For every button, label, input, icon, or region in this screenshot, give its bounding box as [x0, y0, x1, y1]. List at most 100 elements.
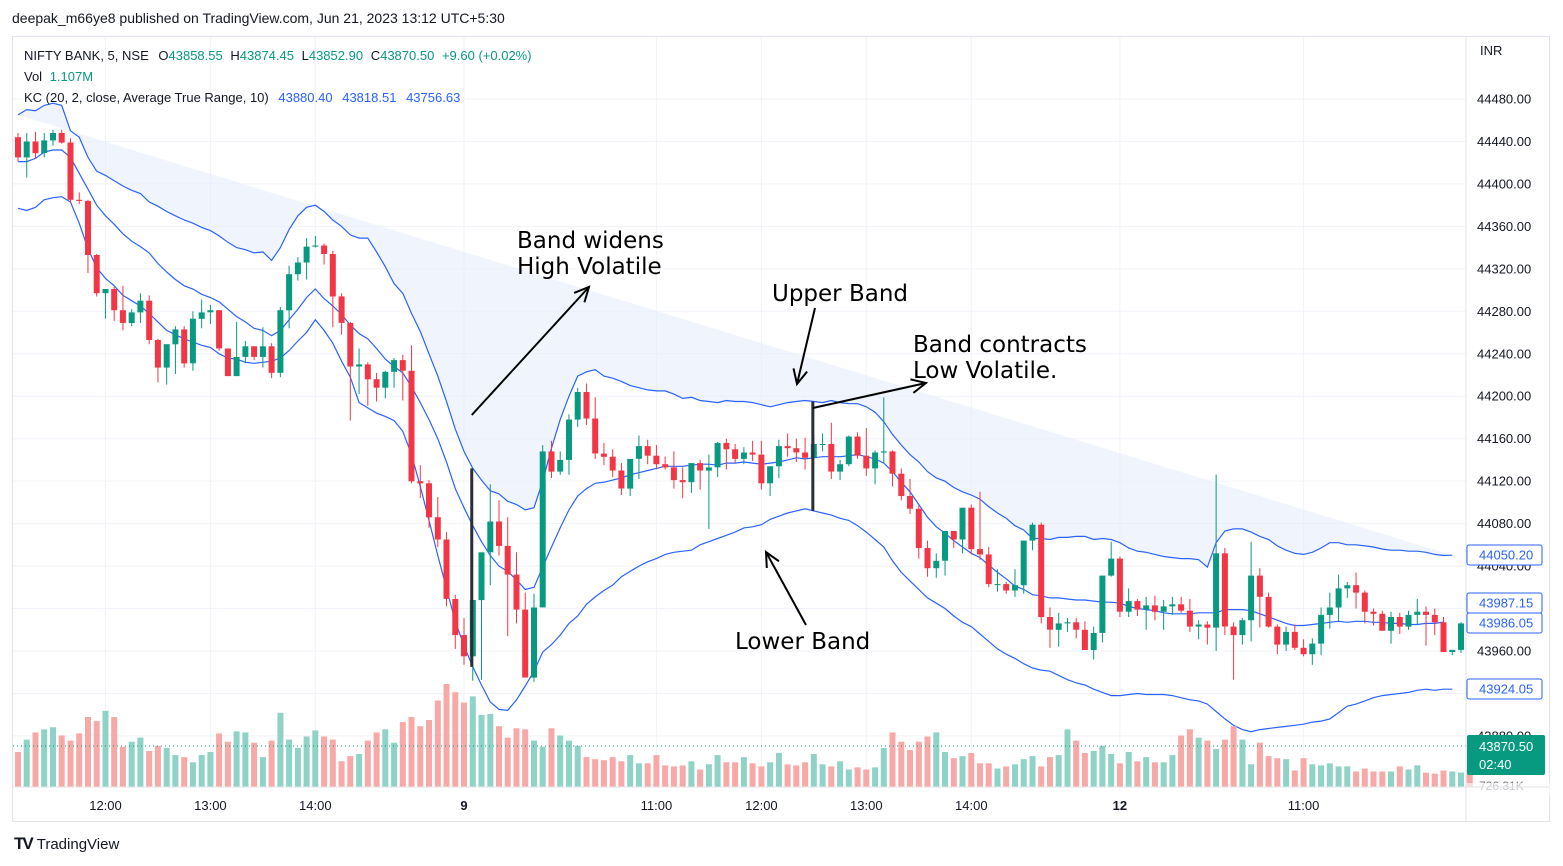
candle-body — [1090, 633, 1097, 650]
candle-body — [1388, 617, 1394, 631]
volume-bar — [1414, 765, 1421, 787]
volume-bar — [251, 742, 258, 787]
candle — [286, 265, 293, 329]
volume-bar — [434, 700, 441, 787]
volume-bar — [102, 710, 109, 787]
candle-body — [1396, 617, 1403, 627]
candle — [496, 500, 502, 556]
candle-body — [994, 584, 1001, 586]
volume-bar — [452, 692, 459, 787]
x-tick-label: 11:00 — [1288, 798, 1320, 813]
candle — [1029, 522, 1036, 551]
candle — [618, 463, 625, 495]
volume-bar — [653, 755, 660, 787]
volume-bar — [1344, 766, 1351, 787]
volume-bar — [959, 756, 966, 787]
last-price-text: 43870.50 — [1479, 739, 1533, 754]
candle — [1265, 592, 1272, 628]
candle-body — [50, 133, 56, 141]
volume-bar — [364, 740, 371, 787]
volume-bar — [1169, 755, 1176, 787]
volume-bar — [41, 729, 48, 787]
candle — [1431, 608, 1438, 636]
candle-body — [32, 141, 39, 154]
volume-bar — [1195, 737, 1202, 787]
candle — [1309, 638, 1316, 665]
candle-body — [207, 310, 214, 313]
volume-bar — [85, 717, 91, 787]
candle-body — [1151, 605, 1158, 612]
candle-body — [854, 436, 861, 456]
candle-body — [1239, 620, 1246, 636]
candle — [1143, 596, 1150, 630]
volume-bar — [732, 762, 739, 787]
volume-bar — [198, 755, 205, 787]
volume-bar — [478, 714, 485, 787]
candle-body — [985, 554, 992, 585]
candle — [1239, 618, 1246, 645]
volume-bar — [522, 729, 529, 787]
x-tick-label: 12:00 — [745, 798, 778, 813]
candle — [329, 250, 336, 328]
volume-bar — [1116, 763, 1123, 787]
volume-bar — [1326, 763, 1333, 787]
legend-open-label: O — [158, 48, 169, 63]
arrow-band-contracts — [812, 378, 929, 409]
candle — [461, 618, 467, 665]
candle — [802, 437, 809, 470]
candle-body — [478, 552, 485, 601]
candle — [985, 547, 992, 588]
time-axis[interactable]: 12:00 13:00 14:00 9 11:00 12:00 13:00 14:00 12 11… — [13, 37, 1549, 821]
candle — [574, 387, 581, 427]
candle — [181, 326, 188, 368]
volume-bar — [1466, 768, 1473, 787]
candle-body — [1038, 524, 1045, 618]
y-tick-label: 44280.00 — [1477, 304, 1531, 319]
y-tick-label: 44120.00 — [1477, 474, 1531, 489]
candle-body — [1055, 623, 1062, 630]
footer-brand-name: TradingView — [36, 835, 120, 853]
candle-body — [1361, 592, 1368, 612]
volume-bar — [775, 753, 782, 787]
volume-bar — [1309, 764, 1316, 787]
y-tick-label: 44480.00 — [1477, 92, 1531, 107]
volume-bar — [513, 728, 520, 787]
volume-bar — [15, 752, 21, 787]
candle — [294, 257, 301, 281]
volume-bar — [1388, 771, 1394, 787]
volume-bar — [793, 765, 800, 787]
volume-bar — [714, 755, 721, 787]
volume-bar — [592, 759, 599, 787]
candle — [391, 358, 398, 388]
candle-body — [172, 329, 179, 345]
candle — [732, 444, 739, 464]
volume-bar — [854, 767, 861, 787]
candle-body — [688, 463, 695, 483]
volume-bar — [1318, 765, 1325, 787]
candle — [793, 438, 800, 462]
volume-bars — [15, 684, 1473, 788]
candle-body — [1291, 631, 1298, 648]
candle-body — [1064, 622, 1071, 624]
candle — [373, 372, 380, 402]
candle — [775, 439, 782, 478]
candle — [635, 435, 642, 479]
price-axis[interactable]: INR43880.0043920.0043960.0044000.0044040… — [13, 43, 1550, 795]
arrow-shaft — [796, 307, 816, 385]
candle — [408, 345, 415, 484]
candle-body — [740, 452, 747, 459]
candle — [1370, 608, 1377, 626]
price-tag-box — [1466, 612, 1543, 634]
volume-bar — [23, 739, 30, 787]
volume-bar — [321, 736, 328, 787]
volume-bar — [119, 746, 126, 787]
candle-body — [539, 451, 546, 608]
annotation-upper-band: Upper Band — [772, 281, 908, 307]
candle — [880, 397, 887, 464]
candle — [1195, 620, 1202, 640]
candle — [1335, 574, 1342, 622]
volume-bar — [1020, 759, 1027, 787]
chart-frame[interactable] — [12, 36, 1550, 822]
volume-bar — [189, 762, 196, 787]
